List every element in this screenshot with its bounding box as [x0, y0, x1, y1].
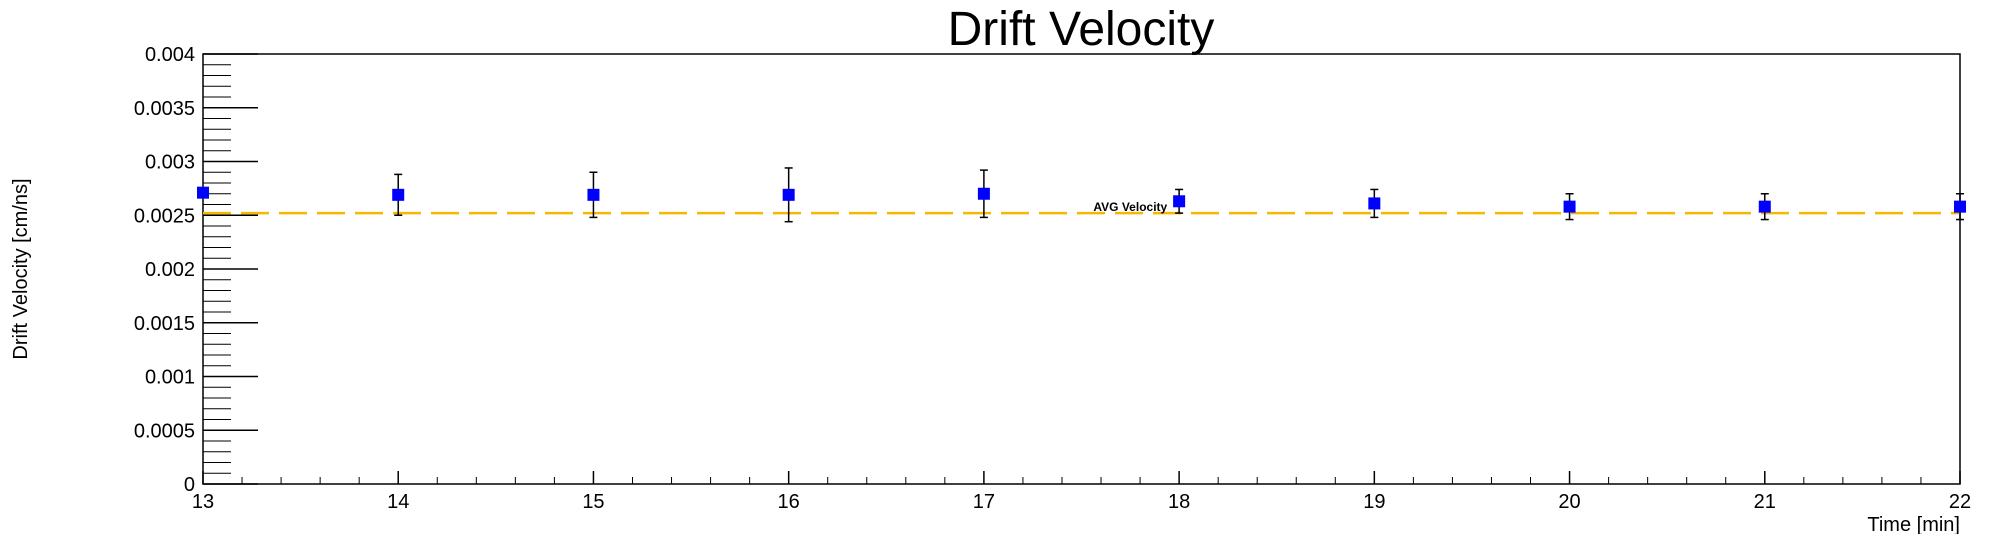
- x-tick-label: 13: [192, 491, 214, 513]
- y-tick-label: 0.0035: [134, 98, 195, 120]
- plot-area: [202, 53, 1961, 485]
- data-point: [197, 186, 209, 199]
- y-tick-label: 0.003: [145, 152, 195, 174]
- data-point: [977, 187, 990, 200]
- x-tick-label: 21: [1754, 491, 1776, 513]
- data-point: [1758, 200, 1771, 213]
- x-tick-label: 16: [778, 491, 800, 513]
- x-tick-label: 17: [973, 491, 995, 513]
- x-tick-label: 14: [387, 491, 409, 513]
- x-axis-major-ticks: [202, 471, 1961, 484]
- plot-frame: [202, 53, 1961, 485]
- x-tick-label: 20: [1558, 491, 1580, 513]
- chart-title: Drift Velocity: [948, 3, 1215, 56]
- data-point: [1954, 200, 1966, 213]
- data-point: [1173, 195, 1186, 208]
- y-axis-label: Drift Velocity [cm/ns]: [10, 178, 32, 359]
- y-axis-tick-labels: 0 0.0005 0.001 0.0015 0.002 0.0025 0.003 0.0035…: [134, 44, 195, 496]
- y-tick-label: 0.0005: [134, 420, 195, 442]
- data-markers: [197, 186, 1966, 213]
- y-axis-minor-ticks: [203, 64, 231, 474]
- y-tick-label: 0: [184, 474, 195, 496]
- y-tick-label: 0.002: [145, 259, 195, 281]
- y-tick-label: 0.004: [145, 44, 195, 66]
- x-tick-label: 19: [1363, 491, 1385, 513]
- y-tick-label: 0.001: [145, 367, 195, 389]
- data-point: [1368, 197, 1381, 210]
- y-tick-label: 0.0025: [134, 205, 195, 227]
- x-axis-minor-ticks: [241, 477, 1922, 484]
- y-axis-major-ticks: [203, 53, 258, 485]
- avg-velocity-label: AVG Velocity: [1093, 200, 1167, 214]
- x-tick-label: 15: [582, 491, 604, 513]
- x-axis-label: Time [min]: [1867, 514, 1960, 534]
- data-point: [1563, 200, 1576, 213]
- data-point: [587, 188, 600, 201]
- x-axis-tick-labels: 13 14 15 16 17 18 19 20 21 22: [192, 491, 1971, 513]
- data-point: [392, 188, 405, 201]
- x-tick-label: 18: [1168, 491, 1190, 513]
- y-tick-label: 0.0015: [134, 313, 195, 335]
- x-tick-label: 22: [1949, 491, 1971, 513]
- data-point: [782, 188, 795, 201]
